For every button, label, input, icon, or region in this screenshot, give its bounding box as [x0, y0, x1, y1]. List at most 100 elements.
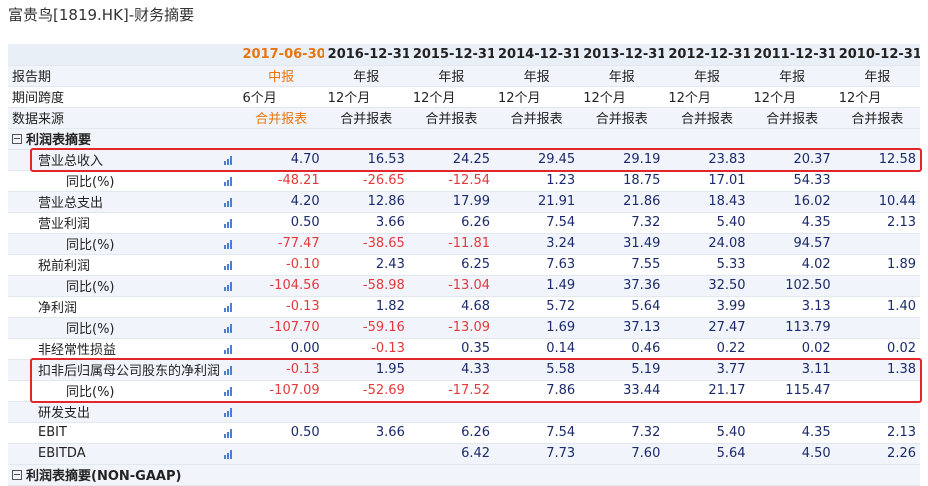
- chart-icon[interactable]: [223, 344, 233, 354]
- value-cell: 29.45: [494, 149, 580, 171]
- chart-icon[interactable]: [223, 239, 233, 249]
- meta-cell: 12个月: [323, 86, 409, 108]
- value-cell: 1.40: [834, 296, 920, 318]
- table-row: 同比(%) -107.09 -52.69 -17.52 7.86 33.44 21.17 11…: [8, 380, 920, 402]
- value-cell: 7.55: [579, 254, 665, 276]
- value-cell: 3.11: [749, 359, 835, 381]
- value-cell: 37.13: [579, 317, 665, 339]
- table-row: EBITDA 6.42 7.73 7.60 5.64 4.50 2.26: [8, 443, 920, 465]
- column-date: 2016-12-31: [323, 44, 409, 66]
- table-row: 同比(%) -48.21 -26.65 -12.54 1.23 18.75 17.01 54.…: [8, 170, 920, 192]
- table-row: 利润表摘要: [8, 128, 920, 150]
- meta-cell[interactable]: 合并报表: [749, 107, 835, 129]
- chart-icon[interactable]: [223, 407, 233, 417]
- value-cell: -0.13: [323, 338, 409, 360]
- value-cell: 3.66: [323, 422, 409, 444]
- value-cell: 4.20: [238, 191, 324, 213]
- table-row: 税前利润 -0.10 2.43 6.25 7.63 7.55 5.33 4.02 1.89: [8, 254, 920, 276]
- row-label-text: 扣非后归属母公司股东的净利润: [38, 364, 221, 379]
- value-cell: -77.47: [238, 233, 324, 255]
- value-cell: 94.57: [749, 233, 835, 255]
- chart-icon[interactable]: [223, 323, 233, 333]
- value-cell: 7.86: [494, 380, 580, 402]
- row-label-text: 税前利润: [38, 259, 91, 274]
- value-cell: 21.86: [579, 191, 665, 213]
- value-cell: 5.58: [494, 359, 580, 381]
- value-cell: 23.83: [664, 149, 750, 171]
- value-cell: 54.33: [749, 170, 835, 192]
- row-label: 净利润: [8, 296, 239, 318]
- row-label: EBIT: [8, 422, 239, 444]
- value-cell: 18.75: [579, 170, 665, 192]
- meta-cell: 12个月: [749, 86, 835, 108]
- value-cell: 10.44: [834, 191, 920, 213]
- value-cell: 0.50: [238, 422, 324, 444]
- value-cell: 0.35: [408, 338, 495, 360]
- row-label-text: 净利润: [38, 301, 78, 316]
- value-cell: [408, 401, 495, 423]
- column-date: 2011-12-31: [749, 44, 835, 66]
- row-label-text: 同比(%): [66, 238, 115, 253]
- chart-icon[interactable]: [223, 281, 233, 291]
- value-cell: 5.40: [664, 212, 750, 234]
- section-title-text: 利润表摘要: [26, 133, 92, 148]
- value-cell: -11.81: [408, 233, 495, 255]
- meta-cell[interactable]: 合并报表: [494, 107, 580, 129]
- chart-icon[interactable]: [223, 428, 233, 438]
- value-cell: 6.25: [408, 254, 495, 276]
- section-title-text: 利润表摘要(NON-GAAP): [26, 469, 182, 484]
- value-cell: 2.43: [323, 254, 409, 276]
- chart-icon[interactable]: [223, 260, 233, 270]
- meta-cell: 12个月: [408, 86, 495, 108]
- value-cell: -13.09: [408, 317, 495, 339]
- value-cell: [834, 170, 920, 192]
- meta-cell[interactable]: 合并报表: [323, 107, 409, 129]
- value-cell: 1.95: [323, 359, 409, 381]
- meta-cell[interactable]: 合并报表: [238, 107, 324, 129]
- value-cell: 21.17: [664, 380, 750, 402]
- value-cell: -0.13: [238, 296, 324, 318]
- row-label: 营业总收入: [8, 149, 239, 171]
- chart-icon[interactable]: [223, 449, 233, 459]
- meta-cell[interactable]: 合并报表: [579, 107, 665, 129]
- meta-cell: 年报: [834, 65, 920, 87]
- chart-icon[interactable]: [223, 155, 233, 165]
- chart-icon[interactable]: [223, 197, 233, 207]
- table-row: 非经常性损益 0.00 -0.13 0.35 0.14 0.46 0.22 0.02 0.02: [8, 338, 920, 360]
- chart-icon[interactable]: [223, 365, 233, 375]
- value-cell: 6.26: [408, 212, 495, 234]
- row-label: 研发支出: [8, 401, 239, 423]
- table-row: 报告期 中报 年报 年报 年报 年报 年报 年报 年报: [8, 65, 920, 87]
- value-cell: 1.82: [323, 296, 409, 318]
- value-cell: -48.21: [238, 170, 324, 192]
- meta-cell: 年报: [408, 65, 495, 87]
- value-cell: 0.50: [238, 212, 324, 234]
- collapse-icon[interactable]: [12, 134, 22, 144]
- row-label-text: 同比(%): [66, 175, 115, 190]
- value-cell: [238, 401, 324, 423]
- value-cell: 0.02: [834, 338, 920, 360]
- value-cell: 32.50: [664, 275, 750, 297]
- value-cell: 0.02: [749, 338, 835, 360]
- row-label-text: 营业总支出: [38, 196, 104, 211]
- chart-icon[interactable]: [223, 176, 233, 186]
- meta-cell[interactable]: 合并报表: [834, 107, 920, 129]
- value-cell: 1.89: [834, 254, 920, 276]
- meta-cell[interactable]: 合并报表: [408, 107, 495, 129]
- value-cell: -104.56: [238, 275, 324, 297]
- table-row: 同比(%) -77.47 -38.65 -11.81 3.24 31.49 24.08 94.…: [8, 233, 920, 255]
- chart-icon[interactable]: [223, 218, 233, 228]
- table-row: 2017-06-30 2016-12-31 2015-12-31 2014-12-31…: [8, 44, 920, 66]
- chart-icon[interactable]: [223, 302, 233, 312]
- value-cell: 3.66: [323, 212, 409, 234]
- table-row: 净利润 -0.13 1.82 4.68 5.72 5.64 3.99 3.13 1.40: [8, 296, 920, 318]
- value-cell: 12.86: [323, 191, 409, 213]
- column-date: 2017-06-30: [238, 44, 324, 66]
- row-label-text: EBIT: [38, 425, 67, 440]
- value-cell: 3.99: [664, 296, 750, 318]
- chart-icon[interactable]: [223, 386, 233, 396]
- meta-cell[interactable]: 合并报表: [664, 107, 750, 129]
- table-row: 同比(%) -104.56 -58.98 -13.04 1.49 37.36 32.50 10…: [8, 275, 920, 297]
- value-cell: 113.79: [749, 317, 835, 339]
- section-title: 利润表摘要(NON-GAAP): [8, 464, 920, 486]
